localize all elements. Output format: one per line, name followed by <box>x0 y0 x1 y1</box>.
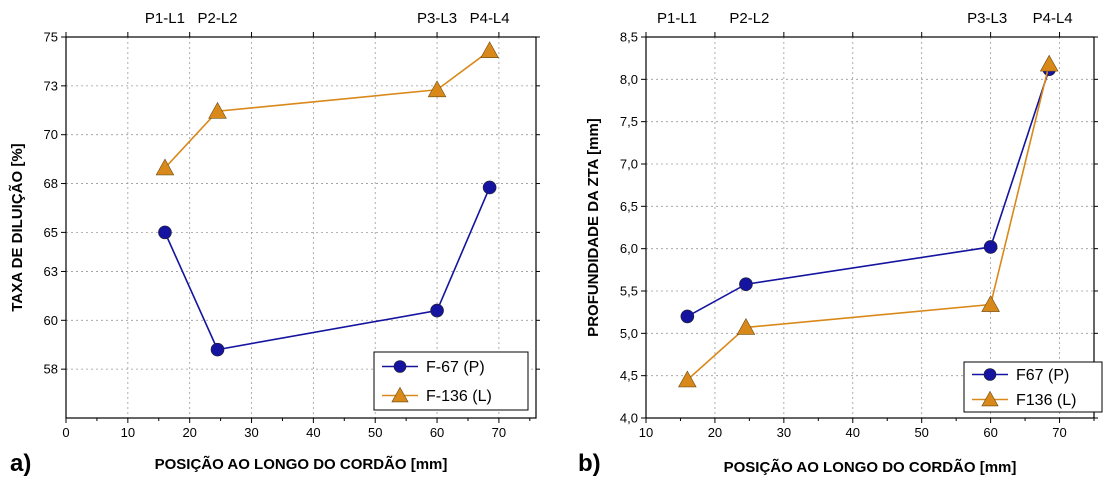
y-tick-label: 6,5 <box>620 199 638 214</box>
x-tick-label: 40 <box>846 425 860 440</box>
x-tick-label: 20 <box>182 425 196 440</box>
x-tick-label: 30 <box>777 425 791 440</box>
x-tick-label: 50 <box>368 425 382 440</box>
panel-label: a) <box>10 450 31 477</box>
y-tick-label: 5,5 <box>620 284 638 299</box>
data-point-1 <box>158 225 172 240</box>
x-tick-label: 60 <box>430 425 444 440</box>
series-line-1 <box>686 68 1050 318</box>
y-tick-label: 7,5 <box>620 114 638 129</box>
data-point-1 <box>983 240 998 254</box>
x-tick-label: 10 <box>639 425 653 440</box>
plot-frame <box>65 36 537 419</box>
data-point-1 <box>210 342 225 357</box>
legend-marker <box>393 360 407 373</box>
data-point-1 <box>739 277 753 292</box>
y-tick-label: 60 <box>44 313 58 328</box>
y-tick-label: 58 <box>44 362 58 377</box>
y-tick-label: 75 <box>44 30 58 45</box>
x-tick-label: 30 <box>244 425 258 440</box>
panel-label: b) <box>578 450 601 477</box>
top-position-label: P2-L2 <box>197 10 237 27</box>
y-tick-label: 4,0 <box>620 411 638 426</box>
top-position-label: P4-L4 <box>470 10 510 27</box>
y-tick-label: 73 <box>44 78 58 93</box>
legend-marker <box>981 390 999 407</box>
data-point-2 <box>155 158 175 176</box>
y-tick-label: 8,5 <box>620 30 638 45</box>
x-tick-label: 20 <box>708 425 722 440</box>
chart-panel-2: 10 20 30 40 50 60 70 4,0 4,5 5,0 5,5 6,0 6,5 7,0 7,5 8,… <box>578 10 1103 477</box>
legend: F-67 (P) F-136 (L) <box>373 351 529 411</box>
data-point-2 <box>678 370 697 388</box>
x-tick-label: 70 <box>492 425 506 440</box>
series-line-2 <box>164 50 491 169</box>
data-point-2 <box>736 318 756 335</box>
y-axis-label: TAXA DE DILUIÇÃO [%] <box>8 143 26 311</box>
y-tick-label: 6,0 <box>620 241 638 256</box>
plot-frame <box>645 36 1095 419</box>
y-tick-label: 68 <box>44 176 58 191</box>
top-position-label: P3-L3 <box>967 10 1007 27</box>
top-position-label: P1-L1 <box>657 10 697 27</box>
data-point-1 <box>482 180 497 195</box>
data-point-1 <box>680 309 695 324</box>
data-point-2 <box>208 101 227 119</box>
x-tick-label: 50 <box>914 425 928 440</box>
y-tick-label: 65 <box>44 225 58 240</box>
legend-marker <box>391 386 409 403</box>
y-tick-label: 7,0 <box>620 157 638 172</box>
y-tick-label: 5,0 <box>620 326 638 341</box>
legend-label: F67 (P) <box>1016 367 1069 384</box>
y-tick-label: 8,0 <box>620 72 638 87</box>
legend-label: F-136 (L) <box>426 388 492 405</box>
series-line-1 <box>164 187 491 351</box>
series-line-2 <box>686 63 1050 381</box>
legend-marker <box>983 368 997 381</box>
legend: F67 (P) F136 (L) <box>963 361 1103 413</box>
x-tick-label: 70 <box>1052 425 1066 440</box>
x-tick-label: 60 <box>983 425 997 440</box>
y-tick-label: 70 <box>44 127 58 142</box>
chart-panel-1: 0 10 20 30 40 50 60 70 58 60 63 65 68 70 73 75 P1-L1 P2-L… <box>8 10 540 477</box>
data-point-2 <box>480 41 499 58</box>
legend-label: F136 (L) <box>1016 392 1076 409</box>
top-position-label: P3-L3 <box>417 10 457 27</box>
data-point-2 <box>981 295 1000 312</box>
y-tick-label: 63 <box>44 264 58 279</box>
data-point-1 <box>430 303 444 318</box>
y-tick-label: 4,5 <box>620 368 638 383</box>
data-point-2 <box>1039 54 1059 72</box>
x-axis-label: POSIÇÃO AO LONGO DO CORDÃO [mm] <box>155 455 448 473</box>
y-axis-label: PROFUNDIDADE DA ZTA [mm] <box>585 118 602 337</box>
top-position-label: P2-L2 <box>729 10 769 27</box>
x-tick-label: 10 <box>121 425 135 440</box>
legend-label: F-67 (P) <box>426 359 485 376</box>
x-tick-label: 40 <box>306 425 320 440</box>
x-tick-label: 0 <box>62 425 69 440</box>
top-position-label: P4-L4 <box>1033 10 1073 27</box>
top-position-label: P1-L1 <box>145 10 185 27</box>
data-point-2 <box>427 80 447 98</box>
x-axis-label: POSIÇÃO AO LONGO DO CORDÃO [mm] <box>724 458 1017 476</box>
